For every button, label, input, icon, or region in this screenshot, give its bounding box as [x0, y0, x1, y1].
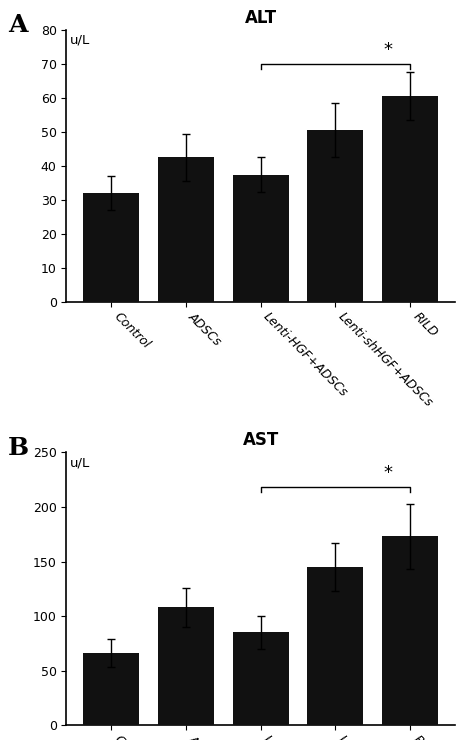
Text: *: *	[383, 465, 392, 482]
Bar	[382, 96, 438, 303]
Title: AST: AST	[243, 431, 279, 449]
Bar	[382, 536, 438, 725]
Bar	[308, 567, 364, 725]
Text: B: B	[8, 436, 29, 460]
Bar	[233, 633, 289, 725]
Text: u/L: u/L	[70, 34, 91, 47]
Bar	[233, 175, 289, 303]
Text: A: A	[8, 13, 27, 37]
Bar	[158, 158, 214, 303]
Text: u/L: u/L	[70, 457, 91, 469]
Bar	[83, 193, 139, 303]
Title: ALT: ALT	[245, 9, 277, 27]
Bar	[83, 653, 139, 725]
Text: *: *	[383, 41, 392, 58]
Bar	[158, 608, 214, 725]
Bar	[308, 130, 364, 303]
